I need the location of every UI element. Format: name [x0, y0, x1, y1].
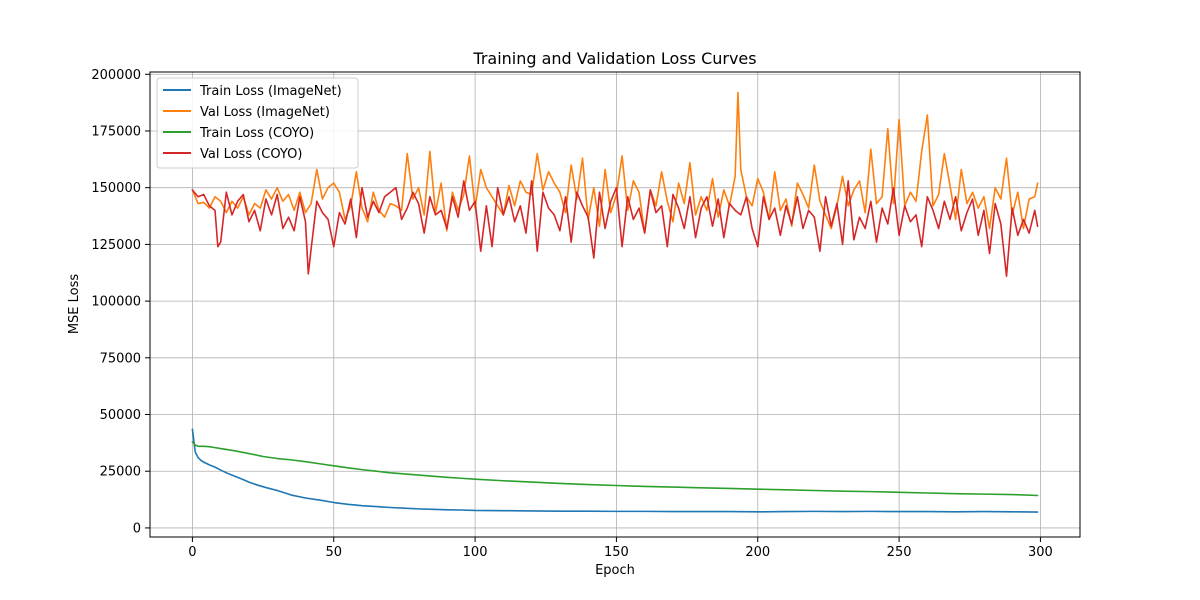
legend-label-train-imagenet: Train Loss (ImageNet)	[199, 84, 342, 99]
ticks-layer: 0 50 100 150 200 250 300 0 25000 50000 75000 100000…	[91, 68, 1052, 560]
legend-box	[156, 77, 359, 169]
plot-frame	[149, 71, 1081, 538]
train-loss-imagenet-line	[191, 428, 1039, 513]
x-tick-label: 200	[745, 545, 770, 560]
val-loss-imagenet-line	[191, 91, 1039, 234]
y-tick-label: 125000	[91, 238, 141, 253]
val-loss-coyo-line	[191, 180, 1039, 277]
x-tick-label: 300	[1028, 545, 1053, 560]
x-tick-label: 50	[325, 545, 342, 560]
series-layer	[191, 91, 1039, 513]
y-tick-label: 150000	[91, 181, 141, 196]
train-loss-coyo-line	[191, 440, 1039, 497]
y-axis-label: MSE Loss	[67, 274, 82, 335]
legend-label-val-coyo: Val Loss (COYO)	[200, 147, 302, 162]
chart-title: Training and Validation Loss Curves	[472, 49, 756, 68]
y-tick-label: 200000	[91, 68, 141, 83]
x-tick-label: 250	[887, 545, 912, 560]
x-tick-label: 100	[463, 545, 488, 560]
legend-label-train-coyo: Train Loss (COYO)	[199, 126, 314, 141]
y-tick-label: 0	[133, 521, 141, 536]
y-tick-label: 100000	[91, 295, 141, 310]
y-tick-label: 50000	[100, 408, 141, 423]
y-tick-label: 25000	[100, 465, 141, 480]
y-tick-label: 175000	[91, 124, 141, 139]
y-tick-label: 75000	[100, 351, 141, 366]
x-axis-label: Epoch	[595, 563, 635, 578]
grid-layer	[150, 72, 1080, 537]
legend: Train Loss (ImageNet) Val Loss (ImageNet…	[156, 77, 359, 169]
x-tick-label: 0	[188, 545, 196, 560]
x-tick-label: 150	[604, 545, 629, 560]
legend-label-val-imagenet: Val Loss (ImageNet)	[200, 105, 330, 120]
